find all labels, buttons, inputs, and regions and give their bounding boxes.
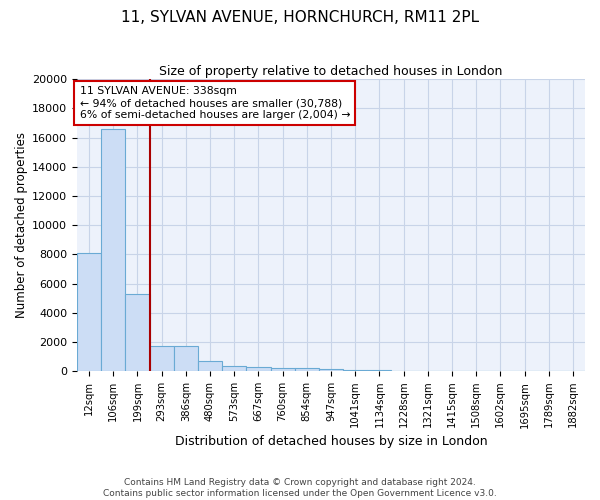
Bar (391, 370, 416, 371)
Bar (101, 129, 125, 371)
Text: Contains HM Land Registry data © Crown copyright and database right 2024.
Contai: Contains HM Land Registry data © Crown c… (103, 478, 497, 498)
Bar (343, 370, 367, 371)
X-axis label: Distribution of detached houses by size in London: Distribution of detached houses by size … (175, 434, 487, 448)
Bar (198, 361, 222, 371)
Bar (149, 346, 174, 371)
Bar (125, 294, 149, 371)
Y-axis label: Number of detached properties: Number of detached properties (15, 132, 28, 318)
Bar (367, 370, 391, 371)
Bar (295, 368, 319, 371)
Bar (247, 367, 271, 371)
Title: Size of property relative to detached houses in London: Size of property relative to detached ho… (160, 65, 503, 78)
Bar (174, 346, 198, 371)
Text: 11, SYLVAN AVENUE, HORNCHURCH, RM11 2PL: 11, SYLVAN AVENUE, HORNCHURCH, RM11 2PL (121, 10, 479, 25)
Bar (222, 366, 247, 371)
Text: 11 SYLVAN AVENUE: 338sqm
← 94% of detached houses are smaller (30,788)
6% of sem: 11 SYLVAN AVENUE: 338sqm ← 94% of detach… (80, 86, 350, 120)
Bar (319, 369, 343, 371)
Bar (77, 253, 101, 371)
Bar (271, 368, 295, 371)
